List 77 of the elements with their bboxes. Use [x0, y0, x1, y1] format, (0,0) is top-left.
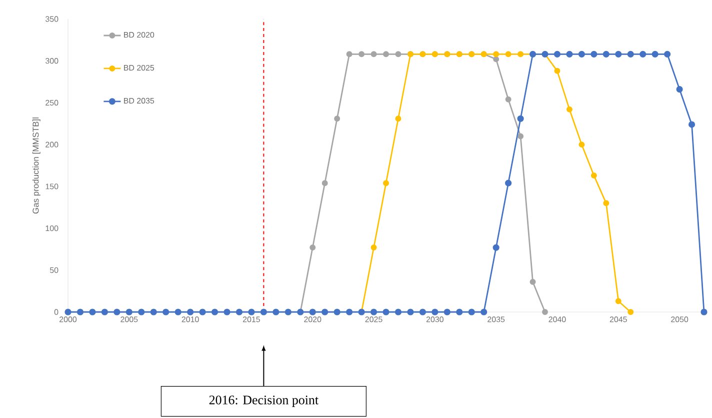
- point: [640, 50, 646, 58]
- point: [700, 308, 708, 316]
- point: [138, 308, 145, 316]
- point: [419, 308, 426, 316]
- point: [370, 244, 377, 251]
- point: [370, 51, 377, 58]
- point: [346, 308, 353, 316]
- point: [602, 50, 610, 58]
- point: [395, 116, 402, 122]
- point: [505, 180, 512, 186]
- point: [688, 121, 696, 128]
- point: [566, 50, 573, 58]
- point: [382, 308, 390, 316]
- point: [676, 86, 683, 93]
- point: [493, 56, 500, 62]
- point: [150, 308, 157, 316]
- point: [174, 308, 182, 316]
- point: [480, 308, 488, 316]
- point: [358, 51, 365, 58]
- point: [284, 308, 292, 316]
- point: [383, 180, 389, 186]
- point: [530, 278, 536, 285]
- point: [590, 172, 597, 179]
- point: [468, 308, 475, 316]
- point: [456, 308, 463, 316]
- point: [542, 309, 548, 315]
- point: [407, 308, 414, 316]
- point: [664, 50, 671, 58]
- point: [627, 50, 634, 58]
- point: [211, 308, 218, 316]
- point: [187, 308, 194, 316]
- point: [444, 308, 450, 316]
- point: [309, 308, 316, 316]
- point: [554, 50, 561, 58]
- point: [322, 180, 328, 186]
- point: [518, 133, 524, 140]
- y-axis-title: Gas production [MMSTB]l: [32, 118, 40, 214]
- point: [199, 308, 206, 316]
- point: [554, 68, 560, 74]
- point: [615, 50, 622, 58]
- point: [628, 309, 634, 315]
- point: [603, 200, 610, 206]
- point: [322, 308, 328, 316]
- point: [492, 244, 500, 251]
- point: [370, 308, 378, 316]
- point: [578, 50, 585, 58]
- point: [64, 308, 72, 316]
- point: [394, 308, 402, 316]
- point: [101, 308, 108, 316]
- point: [236, 308, 243, 316]
- point: [162, 308, 170, 316]
- point: [260, 308, 267, 316]
- point: [334, 116, 340, 122]
- point: [114, 308, 120, 316]
- annotation: 2016: Decision point: [209, 396, 318, 407]
- point: [395, 51, 402, 58]
- point: [518, 51, 524, 58]
- point: [505, 96, 512, 102]
- point: [76, 308, 84, 316]
- point: [272, 308, 280, 316]
- point: [590, 50, 598, 58]
- point: [615, 298, 622, 304]
- point: [126, 308, 132, 316]
- point: [493, 51, 500, 58]
- point: [505, 51, 512, 58]
- point: [346, 51, 352, 58]
- point: [89, 308, 96, 316]
- point: [248, 308, 255, 316]
- point: [310, 244, 316, 251]
- point: [383, 51, 389, 58]
- point: [578, 142, 585, 148]
- point: [566, 106, 572, 112]
- point: [652, 50, 658, 58]
- point: [517, 115, 524, 122]
- point: [334, 308, 340, 316]
- point: [224, 308, 230, 316]
- point: [432, 308, 438, 316]
